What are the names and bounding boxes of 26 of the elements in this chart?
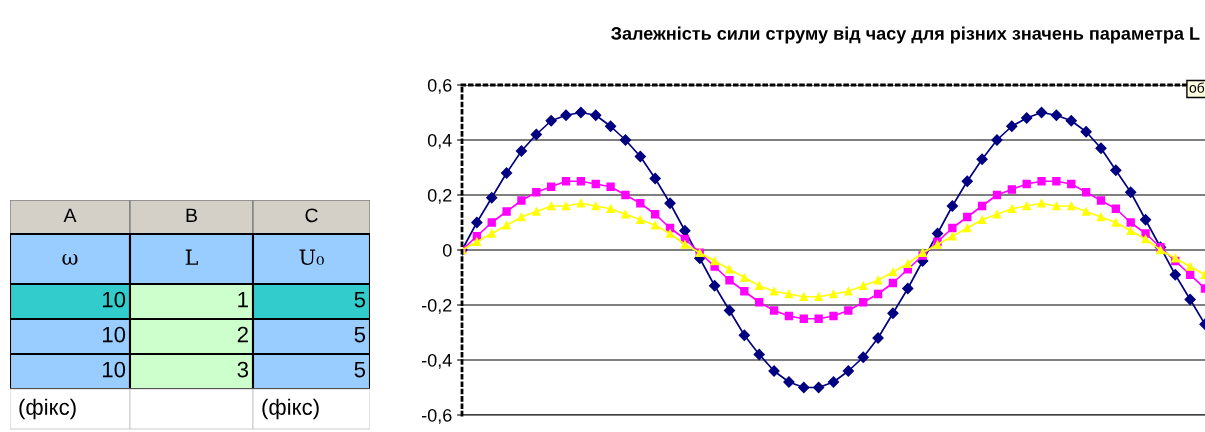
y-tick-label: 0,6 — [427, 78, 452, 94]
text: 10 — [102, 326, 126, 343]
y-tick-label: -0,4 — [421, 353, 452, 369]
text: 5 — [354, 361, 366, 378]
annotation: об — [1189, 82, 1205, 93]
text: 5 — [354, 291, 366, 308]
text: 3 — [237, 361, 249, 378]
text: 5 — [354, 326, 366, 343]
text: 1 — [238, 291, 248, 308]
category-label: A — [63, 208, 77, 223]
text: U₀ — [299, 249, 324, 266]
category-label: B — [186, 208, 197, 223]
y-tick-label: 0,2 — [427, 188, 452, 204]
y-tick-label: -0,6 — [421, 408, 452, 424]
chart-title: Залежність сили струму від часу для різних значень параметра L — [611, 26, 1200, 44]
y-tick-label: 0 — [442, 243, 452, 257]
text: (фікс) — [262, 398, 319, 420]
category-label: C — [305, 208, 318, 223]
y-tick-label: 0,4 — [427, 133, 452, 149]
text: 10 — [102, 291, 126, 308]
text: ω — [62, 253, 78, 265]
text: 2 — [237, 326, 248, 343]
text: (фікс) — [19, 398, 76, 420]
text: 10 — [102, 361, 126, 378]
text: L — [185, 249, 198, 265]
y-tick-label: -0,2 — [421, 298, 452, 314]
